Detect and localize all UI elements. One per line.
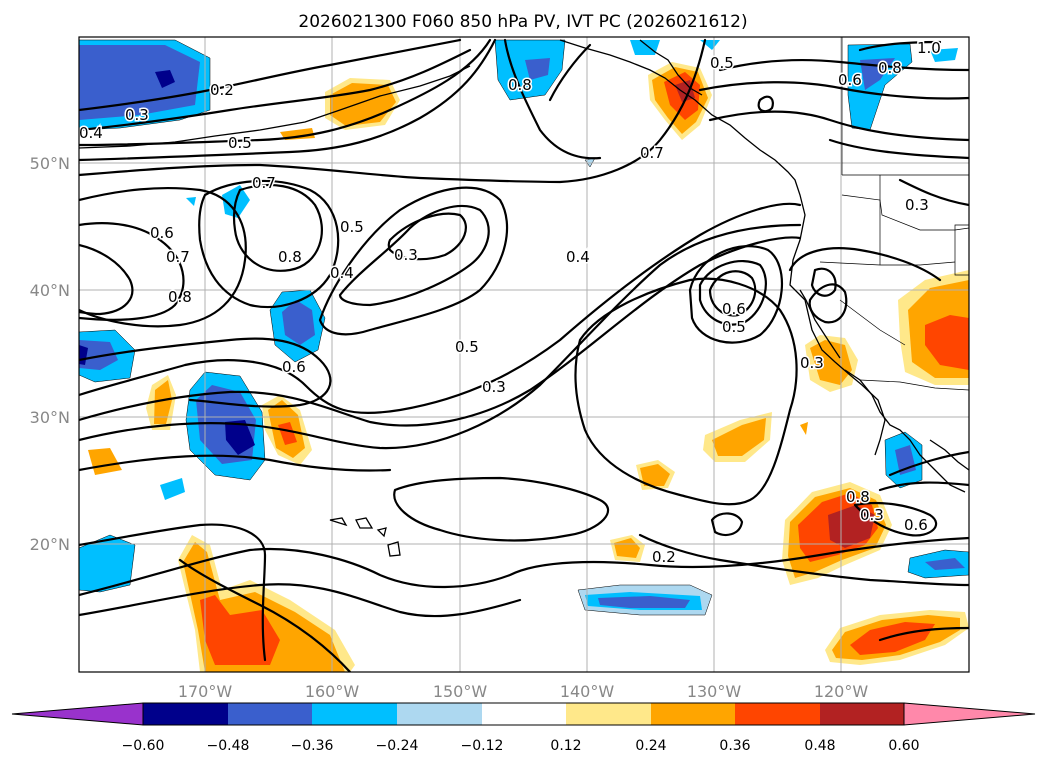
colorbar-segment [651, 703, 735, 725]
contour-label: 0.6 [150, 224, 174, 242]
contour-label: 0.3 [905, 196, 929, 214]
contour-label: 0.8 [168, 288, 192, 306]
lat-label: 40°N [30, 281, 70, 300]
contour-label: 0.6 [722, 300, 746, 318]
colorbar-tick-label: 0.48 [804, 738, 835, 754]
contour-label: 0.8 [508, 76, 532, 94]
shaded-anomalies [79, 39, 969, 672]
contour-label: 0.5 [722, 318, 746, 336]
colorbar-tick-label: 0.12 [550, 738, 581, 754]
lon-label: 170°W [178, 682, 233, 701]
contour-label: 0.2 [652, 548, 676, 566]
colorbar-tick-label: −0.24 [376, 738, 419, 754]
colorbar-segment [566, 703, 651, 725]
colorbar-tick-label: −0.36 [291, 738, 334, 754]
contour-label: 0.3 [860, 506, 884, 524]
contour-label: 0.8 [878, 59, 902, 77]
contour-label: 0.7 [640, 144, 664, 162]
map-frame [78, 36, 970, 673]
colorbar-tick-label: 0.60 [888, 738, 919, 754]
colorbar-segment [143, 703, 228, 725]
contour-label: 0.6 [904, 516, 928, 534]
colorbar-segment [312, 703, 397, 725]
lat-label: 30°N [30, 408, 70, 427]
colorbar-segment [397, 703, 482, 725]
colorbar: −0.60 −0.48 −0.36 −0.24 −0.12 0.12 0.24 … [11, 702, 1036, 754]
lon-label: 140°W [560, 682, 615, 701]
contour-label: 0.4 [79, 124, 103, 142]
lat-label: 50°N [30, 154, 70, 173]
colorbar-tick-label: −0.60 [122, 738, 165, 754]
colorbar-segment [228, 703, 312, 725]
map-title: 2026021300 F060 850 hPa PV, IVT PC (2026… [298, 12, 747, 32]
colorbar-segment [820, 703, 904, 725]
contour-label: 0.2 [210, 81, 234, 99]
contour-label: 0.7 [166, 248, 190, 266]
longitude-labels: 170°W 160°W 150°W 140°W 130°W 120°W [178, 682, 869, 701]
lat-label: 20°N [30, 535, 70, 554]
pv-contours [79, 38, 969, 672]
contour-label: 1.0 [917, 39, 941, 57]
map-panel: 0.2 0.3 0.4 0.5 0.8 0.5 0.7 0.6 0.8 1.0 … [79, 37, 969, 672]
contour-labels: 0.2 0.3 0.4 0.5 0.8 0.5 0.7 0.6 0.8 1.0 … [79, 38, 942, 568]
contour-label: 0.4 [566, 248, 590, 266]
contour-label: 0.5 [710, 54, 734, 72]
contour-label: 0.3 [125, 106, 149, 124]
colorbar-high-extension [903, 702, 1036, 726]
contour-label: 0.7 [252, 174, 276, 192]
contour-label: 0.5 [228, 134, 252, 152]
contour-label: 0.8 [846, 488, 870, 506]
contour-label: 0.5 [340, 218, 364, 236]
contour-label: 0.6 [282, 358, 306, 376]
colorbar-low-extension [11, 702, 144, 726]
colorbar-ticks: −0.60 −0.48 −0.36 −0.24 −0.12 0.12 0.24 … [122, 738, 920, 754]
contour-label: 0.5 [455, 338, 479, 356]
contour-label: 0.6 [838, 71, 862, 89]
colorbar-tick-label: 0.24 [635, 738, 666, 754]
colorbar-tick-label: 0.36 [719, 738, 750, 754]
latitude-labels: 50°N 40°N 30°N 20°N [30, 154, 70, 554]
contour-label: 0.4 [330, 264, 354, 282]
colorbar-segment [482, 703, 566, 725]
colorbar-tick-label: −0.48 [207, 738, 250, 754]
contour-label: 0.3 [800, 354, 824, 372]
lon-label: 150°W [433, 682, 488, 701]
colorbar-segment [735, 703, 820, 725]
contour-label: 0.8 [278, 248, 302, 266]
contour-label: 0.3 [394, 246, 418, 264]
contour-label: 0.3 [482, 378, 506, 396]
colorbar-tick-label: −0.12 [461, 738, 504, 754]
lon-label: 160°W [305, 682, 360, 701]
lon-label: 120°W [814, 682, 869, 701]
lon-label: 130°W [687, 682, 742, 701]
